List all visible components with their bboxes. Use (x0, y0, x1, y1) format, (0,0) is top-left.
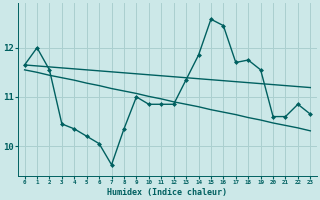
X-axis label: Humidex (Indice chaleur): Humidex (Indice chaleur) (108, 188, 228, 197)
